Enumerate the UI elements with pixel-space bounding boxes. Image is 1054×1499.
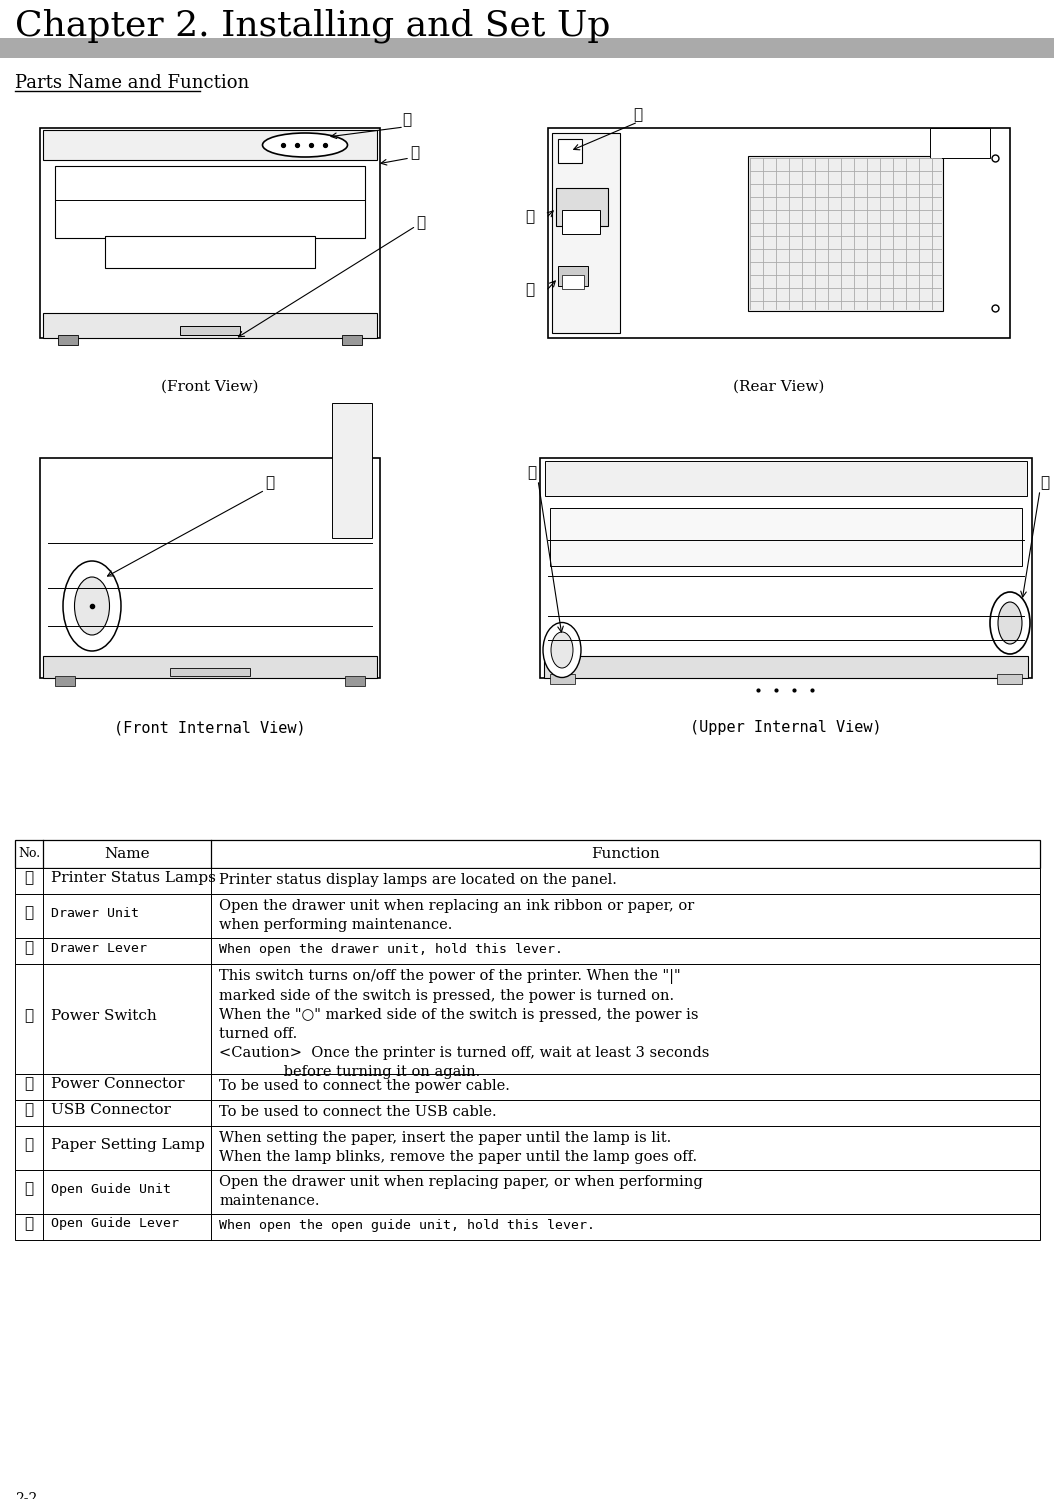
Bar <box>15 868 1040 893</box>
Text: ⑤: ⑤ <box>24 1076 34 1091</box>
Text: ⑥: ⑥ <box>24 1103 34 1117</box>
Text: ⑤: ⑤ <box>525 210 534 223</box>
Bar <box>332 403 372 538</box>
Text: ④: ④ <box>24 1009 34 1022</box>
Text: ①: ① <box>402 112 411 127</box>
Bar <box>43 657 377 678</box>
Text: Open the drawer unit when replacing an ink ribbon or paper, or
when performing m: Open the drawer unit when replacing an i… <box>219 899 695 932</box>
Bar <box>15 964 1040 1073</box>
Bar <box>341 334 362 345</box>
Text: USB Connector: USB Connector <box>51 1103 171 1117</box>
Bar <box>544 657 1028 678</box>
Bar <box>15 1100 1040 1126</box>
Text: When setting the paper, insert the paper until the lamp is lit.
When the lamp bl: When setting the paper, insert the paper… <box>219 1132 697 1163</box>
Bar <box>557 187 608 226</box>
Text: When open the drawer unit, hold this lever.: When open the drawer unit, hold this lev… <box>219 943 563 956</box>
Text: ⑨: ⑨ <box>1040 477 1049 490</box>
Text: No.: No. <box>18 847 40 860</box>
Bar <box>15 1073 1040 1100</box>
Bar <box>748 156 943 310</box>
Bar <box>15 893 1040 938</box>
Bar <box>40 127 380 337</box>
Bar <box>558 139 582 163</box>
Bar <box>930 127 990 157</box>
Bar <box>15 938 1040 964</box>
Text: ④: ④ <box>633 108 643 121</box>
Text: Drawer Unit: Drawer Unit <box>51 907 139 919</box>
Text: (Upper Internal View): (Upper Internal View) <box>690 720 882 735</box>
Text: To be used to connect the power cable.: To be used to connect the power cable. <box>219 1079 510 1093</box>
Text: ⑨: ⑨ <box>24 1217 34 1231</box>
Ellipse shape <box>551 633 573 669</box>
Bar <box>180 325 240 334</box>
Bar <box>997 675 1022 684</box>
Text: (Front Internal View): (Front Internal View) <box>114 720 306 735</box>
Text: ⑧: ⑧ <box>24 1183 34 1196</box>
Bar <box>43 130 377 160</box>
Text: ⑧: ⑧ <box>527 466 536 480</box>
Bar <box>562 210 600 234</box>
Text: 2-2: 2-2 <box>15 1492 37 1499</box>
Text: Power Connector: Power Connector <box>51 1076 184 1091</box>
Text: Chapter 2. Installing and Set Up: Chapter 2. Installing and Set Up <box>15 7 610 42</box>
Bar <box>15 839 1040 868</box>
Text: ③: ③ <box>24 941 34 955</box>
Text: Printer status display lamps are located on the panel.: Printer status display lamps are located… <box>219 872 617 887</box>
Text: ⑦: ⑦ <box>265 477 274 490</box>
Ellipse shape <box>75 577 110 636</box>
Bar <box>545 462 1027 496</box>
Text: Power Switch: Power Switch <box>51 1009 157 1022</box>
Text: Name: Name <box>104 847 150 860</box>
Bar <box>558 265 588 286</box>
Bar <box>550 675 575 684</box>
Text: Paper Setting Lamp: Paper Setting Lamp <box>51 1138 204 1153</box>
Ellipse shape <box>990 592 1030 654</box>
Text: When open the open guide unit, hold this lever.: When open the open guide unit, hold this… <box>219 1219 596 1232</box>
Text: Open Guide Unit: Open Guide Unit <box>51 1183 171 1196</box>
Text: Open the drawer unit when replacing paper, or when performing
maintenance.: Open the drawer unit when replacing pape… <box>219 1175 703 1208</box>
Bar <box>562 274 584 289</box>
Text: Function: Function <box>591 847 660 860</box>
Text: ⑦: ⑦ <box>24 1138 34 1153</box>
Text: Drawer Lever: Drawer Lever <box>51 941 147 955</box>
Bar <box>40 459 380 678</box>
Bar <box>15 1214 1040 1240</box>
Bar <box>105 235 315 268</box>
Ellipse shape <box>543 622 581 678</box>
Ellipse shape <box>998 603 1022 645</box>
Bar <box>55 676 75 687</box>
Bar <box>15 1171 1040 1214</box>
Text: ②: ② <box>24 905 34 920</box>
Text: ③: ③ <box>416 216 425 229</box>
Bar <box>55 166 365 238</box>
Bar <box>548 127 1010 337</box>
Text: This switch turns on/off the power of the printer. When the "|"
marked side of t: This switch turns on/off the power of th… <box>219 968 709 1079</box>
Text: To be used to connect the USB cable.: To be used to connect the USB cable. <box>219 1105 496 1118</box>
Text: ①: ① <box>24 871 34 884</box>
Bar <box>15 1126 1040 1171</box>
Bar <box>58 334 78 345</box>
Text: Parts Name and Function: Parts Name and Function <box>15 73 249 91</box>
Text: (Rear View): (Rear View) <box>734 381 824 394</box>
Bar <box>552 133 620 333</box>
Bar <box>0 37 1054 58</box>
Bar <box>43 313 377 337</box>
Text: ⑥: ⑥ <box>525 283 534 297</box>
Bar <box>345 676 365 687</box>
Ellipse shape <box>262 133 348 157</box>
Bar <box>170 669 250 676</box>
Text: Open Guide Lever: Open Guide Lever <box>51 1217 179 1231</box>
Ellipse shape <box>63 561 121 651</box>
Text: (Front View): (Front View) <box>161 381 258 394</box>
Text: Printer Status Lamps: Printer Status Lamps <box>51 871 216 884</box>
Bar <box>540 459 1032 678</box>
Bar <box>550 508 1022 567</box>
Text: ②: ② <box>410 145 419 160</box>
